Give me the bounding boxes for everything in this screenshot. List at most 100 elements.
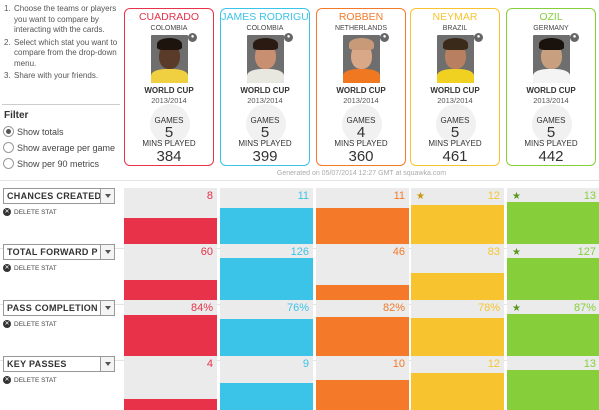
player-photo [437, 35, 474, 83]
stat-value: 4 [206, 358, 213, 370]
player-name[interactable]: ROBBEN [338, 11, 384, 23]
stat-dropdown[interactable]: KEY PASSES [3, 356, 115, 372]
star-icon: ★ [512, 191, 521, 202]
radio-button[interactable] [3, 158, 14, 169]
filter-option-totals[interactable]: Show totals [3, 126, 64, 137]
filter-option-label: Show average per game [17, 142, 116, 153]
stat-circle [150, 104, 190, 144]
delete-stat-button[interactable]: ✕ DELETE STAT [3, 264, 57, 272]
games-label: GAMES [440, 116, 470, 125]
player-card[interactable]: NEYMAR BRAZIL ● WORLD CUP 2013/2014 GAME… [410, 8, 500, 166]
chevron-down-icon[interactable] [100, 189, 114, 203]
player-card[interactable]: ROBBEN NETHERLANDS ● WORLD CUP 2013/2014… [316, 8, 406, 166]
player-name[interactable]: OZIL [539, 11, 563, 23]
games-value: 5 [260, 124, 270, 141]
games-value: 5 [546, 124, 556, 141]
club-badge-icon: ● [570, 33, 579, 42]
stat-bar: 76% [220, 300, 313, 356]
player-name[interactable]: NEYMAR [432, 11, 478, 23]
stat-value: 12 [487, 190, 500, 202]
mins-played-label: MINS PLAYED [238, 139, 292, 148]
stat-value: 78% [477, 302, 500, 314]
player-name[interactable]: CUADRADO [138, 11, 200, 23]
stat-bar: 82% [316, 300, 409, 356]
player-country: BRAZIL [442, 25, 468, 32]
stat-bar-fill [220, 208, 313, 244]
radio-button[interactable] [3, 126, 14, 137]
player-shirt [437, 69, 474, 83]
stat-bar-fill [124, 218, 217, 244]
star-icon: ★ [512, 247, 521, 258]
stat-bar-fill [507, 202, 599, 244]
stat-bar: 12 [411, 356, 504, 410]
stat-value: 10 [392, 358, 405, 370]
delete-stat-label: DELETE STAT [14, 264, 57, 272]
player-country: COLOMBIA [246, 25, 284, 32]
stat-value: 82% [382, 302, 405, 314]
stat-bar: 126 [220, 244, 313, 300]
stat-value: 11 [393, 190, 405, 202]
stat-bar-fill [316, 208, 409, 244]
filter-option-label: Show totals [17, 126, 64, 137]
stat-bar: 10 [316, 356, 409, 410]
stat-bar: 8 [124, 188, 217, 244]
instruction-item: 1. Choose the teams or players you want t… [4, 4, 122, 36]
divider [2, 104, 120, 105]
games-label: GAMES [250, 116, 280, 125]
stat-circle [342, 104, 382, 144]
delete-stat-button[interactable]: ✕ DELETE STAT [3, 320, 57, 328]
stat-value: 126 [290, 246, 309, 258]
tournament-name: WORLD CUP [430, 86, 480, 95]
stat-bar: 11 [316, 188, 409, 244]
games-label: GAMES [346, 116, 376, 125]
tournament-name: WORLD CUP [526, 86, 576, 95]
instruction-text: Select which stat you want to compare fr… [14, 37, 118, 68]
radio-button[interactable] [3, 142, 14, 153]
instruction-number: 2. [4, 37, 11, 47]
stat-bar: 83 [411, 244, 504, 300]
instruction-text: Share with your friends. [14, 71, 99, 80]
instruction-number: 1. [4, 4, 11, 13]
stat-bar: 9 [220, 356, 313, 410]
delete-stat-label: DELETE STAT [14, 208, 57, 216]
season: 2013/2014 [151, 96, 187, 105]
stat-value: 83 [487, 246, 500, 258]
chevron-down-icon[interactable] [100, 245, 114, 259]
tournament-name: WORLD CUP [144, 86, 194, 95]
player-card[interactable]: CUADRADO COLOMBIA ● WORLD CUP 2013/2014 … [124, 8, 214, 166]
close-circle-icon: ✕ [3, 264, 11, 272]
filter-title: Filter [4, 110, 29, 121]
stat-dropdown-label: TOTAL FORWARD P [7, 247, 98, 257]
chevron-down-icon[interactable] [100, 357, 114, 371]
delete-stat-button[interactable]: ✕ DELETE STAT [3, 376, 57, 384]
filter-option-per90[interactable]: Show per 90 metrics [3, 158, 99, 169]
delete-stat-button[interactable]: ✕ DELETE STAT [3, 208, 57, 216]
player-shirt [343, 69, 380, 83]
stat-dropdown[interactable]: PASS COMPLETION [3, 300, 115, 316]
player-name[interactable]: JAMES RODRIGU [221, 11, 309, 23]
stat-value: 12 [487, 358, 500, 370]
chevron-down-icon[interactable] [100, 301, 114, 315]
stat-bar-fill [220, 383, 313, 410]
mins-played-value: 442 [538, 148, 564, 165]
stat-bar-fill [507, 314, 599, 356]
player-card[interactable]: JAMES RODRIGU COLOMBIA ● WORLD CUP 2013/… [220, 8, 310, 166]
stat-dropdown[interactable]: TOTAL FORWARD P [3, 244, 115, 260]
stat-dropdown-label: PASS COMPLETION [7, 303, 98, 313]
filter-option-average[interactable]: Show average per game [3, 142, 115, 153]
stat-bar-fill [124, 399, 217, 410]
games-label: GAMES [536, 116, 566, 125]
stat-value: 60 [200, 246, 213, 258]
games-value: 4 [356, 124, 366, 141]
stat-dropdown[interactable]: CHANCES CREATED [3, 188, 115, 204]
player-hair [443, 38, 468, 50]
player-country: COLOMBIA [150, 25, 188, 32]
player-card[interactable]: OZIL GERMANY ● WORLD CUP 2013/2014 GAMES… [506, 8, 596, 166]
star-icon: ★ [512, 303, 521, 314]
instruction-item: 3. Share with your friends. [4, 71, 122, 82]
player-shirt [247, 69, 284, 83]
stat-value: 127 [577, 246, 596, 258]
stat-bar: ★ 127 [507, 244, 599, 300]
mins-played-value: 360 [348, 148, 374, 165]
player-hair [539, 38, 564, 50]
